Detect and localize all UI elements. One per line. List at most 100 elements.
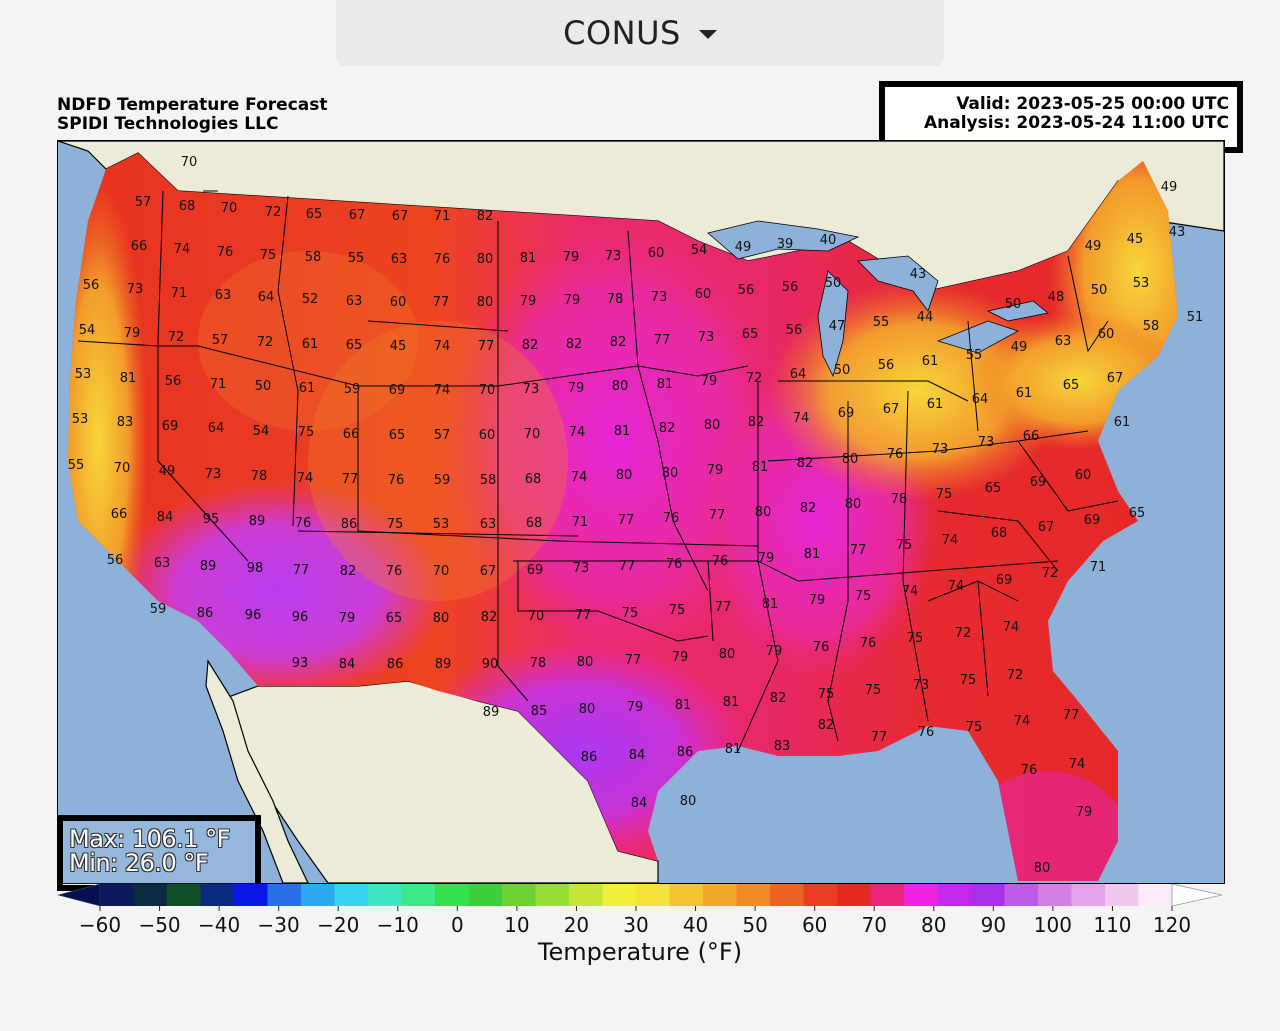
temperature-value-label: 61 bbox=[1114, 415, 1131, 430]
temperature-value-label: 79 bbox=[563, 250, 580, 265]
chevron-down-icon[interactable] bbox=[698, 29, 717, 39]
temperature-value-label: 59 bbox=[344, 382, 361, 397]
temperature-value-label: 50 bbox=[834, 363, 851, 378]
temperature-value-label: 79 bbox=[672, 650, 689, 665]
temperature-value-label: 86 bbox=[341, 517, 358, 532]
temperature-map: 70 57 68 70 72 65 67 67 71 82 66 74 76 75 58 55 63 76 80 81… bbox=[57, 140, 1225, 884]
temperature-value-label: 79 bbox=[766, 644, 783, 659]
temperature-value-label: 89 bbox=[200, 559, 217, 574]
temperature-value-label: 54 bbox=[79, 323, 96, 338]
temperature-value-label: 56 bbox=[878, 358, 895, 373]
temperature-value-label: 86 bbox=[581, 750, 598, 765]
temperature-value-label: 74 bbox=[1003, 620, 1020, 635]
temperature-value-label: 83 bbox=[774, 739, 791, 754]
temperature-value-label: 64 bbox=[258, 290, 275, 305]
temperature-value-label: 86 bbox=[387, 657, 404, 672]
colorbar-tick-label: 10 bbox=[504, 913, 529, 937]
temperature-value-label: 76 bbox=[663, 511, 680, 526]
temperature-value-label: 82 bbox=[748, 415, 765, 430]
temperature-value-label: 61 bbox=[927, 397, 944, 412]
colorbar-tick-label: 20 bbox=[564, 913, 589, 937]
temperature-value-label: 80 bbox=[612, 379, 629, 394]
temperature-value-label: 72 bbox=[1007, 668, 1024, 683]
temperature-value-label: 61 bbox=[299, 381, 316, 396]
colorbar-segment bbox=[1004, 884, 1039, 906]
temperature-value-label: 75 bbox=[669, 603, 686, 618]
temperature-value-label: 77 bbox=[1063, 708, 1080, 723]
temperature-value-label: 53 bbox=[433, 517, 450, 532]
temperature-value-label: 72 bbox=[955, 626, 972, 641]
colorbar-segment bbox=[569, 884, 603, 906]
temperature-value-label: 65 bbox=[306, 207, 323, 222]
temperature-value-label: 57 bbox=[212, 333, 229, 348]
temperature-value-label: 74 bbox=[571, 470, 588, 485]
temperature-value-label: 81 bbox=[752, 460, 769, 475]
temperature-value-label: 79 bbox=[701, 374, 718, 389]
temperature-value-label: 76 bbox=[1021, 763, 1038, 778]
temperature-value-label: 80 bbox=[477, 252, 494, 267]
temperature-value-label: 65 bbox=[1063, 378, 1080, 393]
temperature-value-label: 82 bbox=[477, 209, 494, 224]
temperature-value-label: 53 bbox=[75, 367, 92, 382]
valid-time: Valid: 2023-05-25 00:00 UTC bbox=[956, 94, 1229, 114]
temperature-value-label: 60 bbox=[479, 428, 496, 443]
colorbar-overflow bbox=[1171, 883, 1223, 907]
colorbar-segment bbox=[1071, 884, 1106, 906]
temperature-value-label: 63 bbox=[1055, 334, 1072, 349]
temperature-value-label: 49 bbox=[159, 464, 176, 479]
temperature-value-label: 74 bbox=[902, 584, 919, 599]
temperature-value-label: 80 bbox=[616, 468, 633, 483]
colorbar-segment bbox=[971, 884, 1005, 906]
temperature-value-label: 77 bbox=[850, 543, 867, 558]
temperature-value-label: 79 bbox=[758, 551, 775, 566]
temperature-value-label: 75 bbox=[936, 487, 953, 502]
temperature-value-label: 67 bbox=[883, 402, 900, 417]
temperature-value-label: 79 bbox=[124, 326, 141, 341]
temperature-value-label: 72 bbox=[746, 371, 763, 386]
colorbar-segment bbox=[502, 884, 536, 906]
region-dropdown[interactable]: CONUS bbox=[336, 0, 944, 66]
temperature-value-label: 65 bbox=[389, 428, 406, 443]
temperature-value-label: 77 bbox=[342, 472, 359, 487]
temperature-value-label: 64 bbox=[208, 421, 225, 436]
temperature-value-label: 89 bbox=[483, 705, 500, 720]
temperature-value-label: 77 bbox=[709, 508, 726, 523]
colorbar-tick-label: 120 bbox=[1153, 913, 1191, 937]
temperature-value-label: 72 bbox=[257, 335, 274, 350]
temperature-value-label: 66 bbox=[111, 507, 128, 522]
temperature-value-label: 50 bbox=[255, 379, 272, 394]
colorbar-segment bbox=[937, 884, 972, 906]
colorbar-segment bbox=[368, 884, 402, 906]
temperature-value-label: 70 bbox=[524, 427, 541, 442]
temperature-value-label: 40 bbox=[820, 233, 837, 248]
temperature-value-label: 52 bbox=[302, 292, 319, 307]
temperature-value-label: 55 bbox=[873, 315, 890, 330]
temperature-value-label: 50 bbox=[1091, 283, 1108, 298]
temperature-value-label: 83 bbox=[117, 415, 134, 430]
temperature-value-label: 64 bbox=[972, 392, 989, 407]
colorbar-tick-label: 100 bbox=[1034, 913, 1072, 937]
temperature-value-label: 60 bbox=[1098, 327, 1115, 342]
colorbar-segment bbox=[1038, 884, 1072, 906]
temperature-value-label: 75 bbox=[387, 517, 404, 532]
temperature-value-label: 73 bbox=[932, 442, 949, 457]
temperature-value-label: 76 bbox=[217, 245, 234, 260]
temperature-value-label: 81 bbox=[762, 597, 779, 612]
temperature-value-label: 77 bbox=[478, 339, 495, 354]
temperature-value-label: 63 bbox=[215, 288, 232, 303]
temperature-value-label: 77 bbox=[654, 333, 671, 348]
temperature-value-label: 47 bbox=[829, 319, 846, 334]
temperature-value-label: 81 bbox=[120, 371, 137, 386]
temperature-value-label: 73 bbox=[978, 435, 995, 450]
temperature-value-label: 51 bbox=[1187, 310, 1204, 325]
temperature-value-label: 72 bbox=[265, 205, 282, 220]
temperature-value-label: 80 bbox=[1034, 861, 1051, 876]
temperature-value-label: 81 bbox=[675, 698, 692, 713]
temperature-value-label: 49 bbox=[735, 240, 752, 255]
temperature-value-label: 78 bbox=[891, 492, 908, 507]
temperature-value-label: 69 bbox=[838, 406, 855, 421]
colorbar-tick-label: −10 bbox=[377, 913, 419, 937]
temperature-value-label: 80 bbox=[680, 794, 697, 809]
temperature-value-label: 81 bbox=[804, 547, 821, 562]
colorbar-segment bbox=[133, 884, 168, 906]
